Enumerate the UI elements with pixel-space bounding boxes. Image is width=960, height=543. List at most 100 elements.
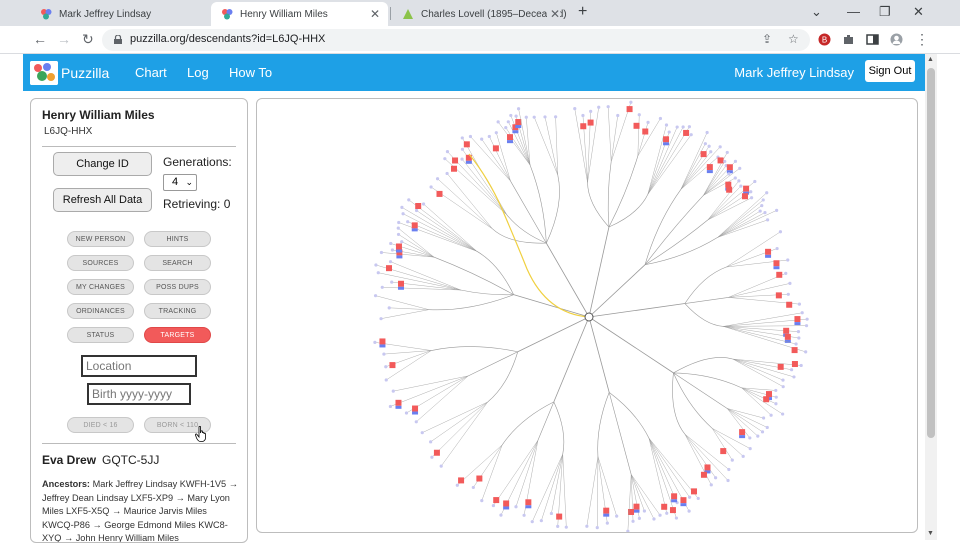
puzzilla-logo-icon[interactable] — [30, 61, 58, 85]
branch-line — [644, 195, 704, 265]
leaf-node — [468, 134, 473, 139]
branch-line — [703, 161, 725, 196]
filter-born-under[interactable]: BORN < 110 — [144, 417, 211, 433]
filter-died-under[interactable]: DIED < 16 — [67, 417, 134, 433]
leaf-node — [387, 306, 391, 310]
filter-targets[interactable]: TARGETS — [144, 327, 211, 343]
descendants-chart-panel[interactable] — [256, 98, 918, 533]
leaf-node — [737, 179, 741, 183]
filter-status[interactable]: STATUS — [67, 327, 134, 343]
page-scrollbar[interactable]: ▲ ▼ — [925, 54, 937, 540]
scrollbar-thumb[interactable] — [927, 68, 935, 438]
close-tab-icon[interactable]: ✕ — [369, 7, 380, 21]
branch-line — [562, 454, 567, 528]
leaf-node — [573, 107, 577, 111]
branch-line — [727, 408, 764, 419]
leaf-node — [675, 125, 679, 129]
branch-line — [647, 134, 692, 195]
branch-line — [489, 136, 511, 182]
close-window-icon[interactable]: ✕ — [913, 4, 924, 19]
tab-search-chevron-icon[interactable]: ⌄ — [811, 4, 822, 19]
target-marker — [776, 271, 783, 278]
leaf-node — [480, 499, 484, 503]
tab-charles-lovell[interactable]: Charles Lovell (1895–Deceased) • ✕ — [392, 2, 568, 26]
filter-sources[interactable]: SOURCES — [67, 255, 134, 271]
leaf-node — [504, 125, 508, 130]
leaf-node — [430, 455, 434, 459]
target-marker — [398, 280, 405, 287]
branch-line — [644, 189, 682, 265]
target-marker — [492, 145, 499, 152]
minimize-icon[interactable]: — — [847, 4, 860, 19]
filter-new-person[interactable]: NEW PERSON — [67, 231, 134, 247]
close-tab-icon[interactable]: ✕ — [546, 7, 560, 21]
extensions-puzzle-icon[interactable] — [842, 33, 855, 46]
nav-how-to[interactable]: How To — [229, 65, 273, 80]
profile-avatar-icon[interactable] — [890, 33, 903, 46]
target-marker — [680, 497, 687, 504]
birth-range-input[interactable]: Birth yyyy-yyyy — [87, 383, 191, 405]
filter-hints[interactable]: HINTS — [144, 231, 211, 247]
branch-line — [378, 272, 461, 291]
reload-icon[interactable]: ↻ — [82, 31, 94, 47]
target-marker — [465, 154, 472, 161]
branch-line — [460, 289, 514, 296]
restore-icon[interactable]: ❐ — [879, 4, 891, 19]
tab-title: Mark Jeffrey Lindsay — [59, 8, 152, 20]
side-panel-icon[interactable] — [866, 33, 879, 46]
scroll-down-arrow-icon[interactable]: ▼ — [927, 530, 934, 537]
descendants-fan-chart[interactable] — [257, 99, 918, 533]
share-icon[interactable]: ⇪ — [762, 32, 773, 46]
back-arrow-icon[interactable]: ← — [33, 31, 47, 47]
branch-line — [375, 295, 429, 310]
app-navbar: Puzzilla Chart Log How To Mark Jeffrey L… — [23, 54, 925, 91]
change-id-button[interactable]: Change ID — [53, 152, 152, 176]
filter-my-changes[interactable]: MY CHANGES — [67, 279, 134, 295]
branch-line — [416, 210, 477, 252]
scroll-up-arrow-icon[interactable]: ▲ — [927, 56, 934, 63]
refresh-all-data-button[interactable]: Refresh All Data — [53, 188, 152, 212]
leaf-node — [789, 368, 794, 372]
leaf-node — [784, 271, 788, 275]
filter-tracking[interactable]: TRACKING — [144, 303, 211, 319]
omnibox[interactable]: puzzilla.org/descendants?id=L6JQ-HHX ⇪ ☆ — [102, 29, 810, 51]
tab-mark-jeffrey-lindsay[interactable]: Mark Jeffrey Lindsay — [30, 2, 208, 26]
hint-marker — [512, 130, 519, 134]
brand-name[interactable]: Puzzilla — [61, 65, 110, 81]
branch-line — [717, 210, 777, 238]
browser-menu-icon[interactable]: ⋮ — [915, 31, 929, 47]
leaf-node — [738, 166, 742, 170]
filter-poss-dups[interactable]: POSS DUPS — [144, 279, 211, 295]
leaf-node — [769, 413, 773, 417]
leaf-node — [389, 241, 393, 246]
branch-line — [597, 392, 610, 457]
branch-line — [433, 256, 514, 295]
leaf-node — [774, 388, 778, 393]
generations-select[interactable]: 4 ⌄ — [163, 174, 197, 191]
filter-search[interactable]: SEARCH — [144, 255, 211, 271]
leaf-node — [642, 509, 647, 513]
branch-line — [637, 114, 640, 157]
leaf-node — [781, 385, 785, 389]
selected-person-id[interactable]: GQTC-5JJ — [102, 453, 160, 467]
leaf-node — [443, 157, 447, 161]
leaf-node — [761, 416, 766, 420]
branch-line — [597, 456, 599, 528]
target-marker — [671, 493, 678, 500]
new-tab-plus-icon[interactable]: + — [578, 3, 588, 20]
location-input[interactable]: Location — [81, 355, 197, 377]
chevron-down-icon: ⌄ — [185, 177, 193, 187]
extension-red-icon[interactable]: B — [818, 33, 831, 46]
target-marker — [503, 500, 510, 507]
ancestors-chain[interactable]: Mark Jeffrey Lindsay KWFH-1V5 → Jeffrey … — [42, 479, 238, 543]
nav-log[interactable]: Log — [187, 65, 209, 80]
tab-henry-william-miles[interactable]: Henry William Miles ✕ — [211, 2, 388, 26]
branch-line — [648, 438, 667, 514]
leaf-node — [730, 458, 734, 462]
bookmark-star-icon[interactable]: ☆ — [788, 32, 799, 46]
forward-arrow-icon[interactable]: → — [57, 31, 71, 47]
sign-out-button[interactable]: Sign Out — [865, 60, 915, 82]
nav-chart[interactable]: Chart — [135, 65, 167, 80]
filter-ordinances[interactable]: ORDINANCES — [67, 303, 134, 319]
branch-line — [517, 316, 590, 353]
